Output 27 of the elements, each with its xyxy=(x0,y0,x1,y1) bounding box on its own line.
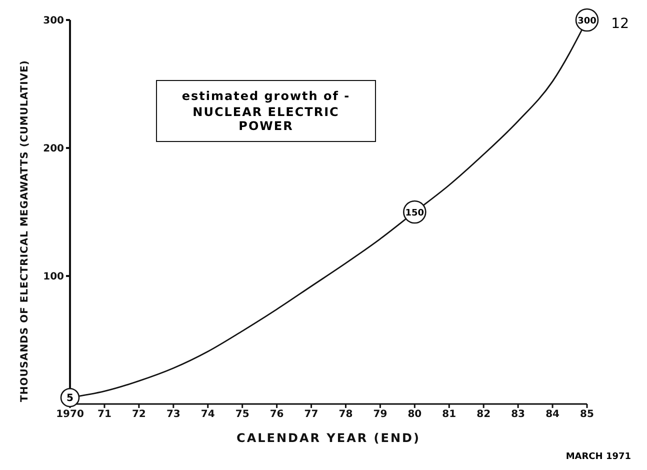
x-tick-label: 75 xyxy=(235,409,250,420)
x-tick-label: 71 xyxy=(98,409,112,420)
x-tick-label: 80 xyxy=(408,409,422,420)
data-label: 300 xyxy=(578,16,596,26)
data-label: 150 xyxy=(405,208,424,218)
title-box: estimated growth of - NUCLEAR ELECTRIC POWER xyxy=(156,80,376,142)
x-axis-title: CALENDAR YEAR (END) xyxy=(236,431,420,445)
x-tick-label: 1970 xyxy=(56,409,84,420)
data-label: 5 xyxy=(66,393,74,404)
x-tick-label: 78 xyxy=(338,409,353,420)
text: MARCH 1971 xyxy=(566,452,631,462)
y-tick-label: 200 xyxy=(43,144,64,155)
x-tick-label: 83 xyxy=(511,409,526,420)
x-tick-label: 72 xyxy=(132,409,146,420)
y-tick-label: 100 xyxy=(43,272,64,283)
x-tick-label: 77 xyxy=(304,409,318,420)
x-tick-label: 73 xyxy=(166,409,180,420)
x-tick-label: 76 xyxy=(270,409,284,420)
x-tick-label: 85 xyxy=(580,409,594,420)
x-tick-label: 74 xyxy=(200,409,215,420)
x-tick-label: 84 xyxy=(546,409,560,420)
text: 12 xyxy=(611,16,629,32)
y-axis-title: THOUSANDS OF ELECTRICAL MEGAWATTS (CUMULATIVE) xyxy=(20,60,31,402)
x-tick-label: 79 xyxy=(373,409,388,420)
x-tick-label: 82 xyxy=(476,409,491,420)
y-tick-label: 300 xyxy=(43,16,64,27)
x-tick-label: 81 xyxy=(442,409,456,420)
